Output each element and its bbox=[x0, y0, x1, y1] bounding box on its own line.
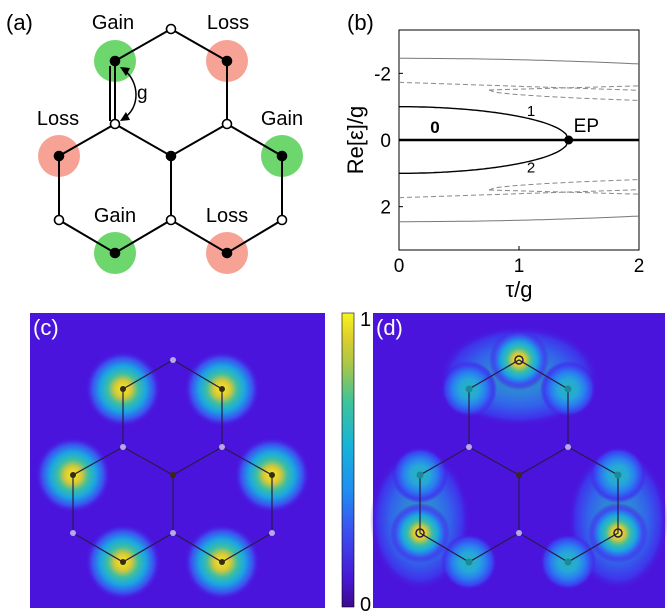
site-label: Loss bbox=[206, 205, 248, 227]
branch-1-label: 1 bbox=[527, 103, 535, 120]
site-label: Loss bbox=[37, 108, 79, 130]
panel-a-label: (a) bbox=[6, 10, 33, 35]
panel-a: (a) g bbox=[6, 10, 303, 274]
site-label: Loss bbox=[207, 12, 249, 34]
x-tick-label: 2 bbox=[634, 256, 645, 277]
band-dashed-line bbox=[488, 179, 640, 191]
series-line bbox=[399, 139, 570, 174]
x-axis-label: τ/g bbox=[505, 277, 532, 302]
panel-b-label: (b) bbox=[347, 10, 374, 35]
lattice-sites bbox=[53, 23, 288, 259]
center-node bbox=[516, 472, 522, 478]
ep-point bbox=[564, 135, 574, 145]
arrow-head bbox=[120, 112, 130, 121]
colorbar-min-label: 0 bbox=[360, 594, 371, 612]
hollow-nodes bbox=[415, 355, 623, 538]
branch-2-label: 2 bbox=[527, 160, 535, 177]
coupling-arrow bbox=[123, 69, 137, 119]
panel-c: (c) bbox=[30, 313, 325, 608]
lattice-nodes bbox=[466, 444, 571, 536]
band-dashed-line bbox=[488, 189, 640, 195]
site-label: Gain bbox=[92, 12, 134, 34]
panel-c-label: (c) bbox=[33, 315, 59, 340]
site-label: Gain bbox=[261, 108, 303, 130]
panel-d-label: (d) bbox=[376, 315, 403, 340]
series-line bbox=[399, 106, 570, 141]
lattice-nodes bbox=[70, 386, 275, 565]
panel-d: (d) bbox=[370, 313, 667, 608]
colorbar: 1 0 bbox=[341, 309, 371, 612]
x-tick-label: 0 bbox=[394, 256, 405, 277]
lattice-nodes bbox=[416, 385, 622, 566]
zero-mode-label: 0 bbox=[430, 118, 439, 137]
band-dashed-line bbox=[398, 81, 640, 91]
band-dashed-line bbox=[398, 189, 640, 199]
site-label: Gain bbox=[94, 205, 136, 227]
band-dashed-line bbox=[488, 85, 640, 91]
coupling-label: g bbox=[137, 83, 148, 104]
ep-label: EP bbox=[574, 116, 599, 137]
lattice-nodes bbox=[70, 357, 275, 536]
x-tick-label: 1 bbox=[514, 256, 525, 277]
y-axis-label: Re[ε]/g bbox=[343, 106, 368, 175]
y-tick-label: 2 bbox=[380, 198, 391, 219]
panel-b: (b) Re[ε]/g τ/g 0 1 2 -2 0 2 0 1 2 EP bbox=[343, 10, 644, 302]
y-tick-label: 0 bbox=[380, 131, 391, 152]
band-dashed-line bbox=[488, 89, 640, 101]
plot-area: 0 1 2 -2 0 2 0 1 2 EP bbox=[374, 29, 645, 277]
band-line bbox=[399, 215, 640, 223]
colorbar-max-label: 1 bbox=[360, 309, 371, 331]
band-line bbox=[399, 57, 640, 65]
y-tick-label: -2 bbox=[374, 64, 391, 85]
arrow-head bbox=[120, 67, 130, 76]
